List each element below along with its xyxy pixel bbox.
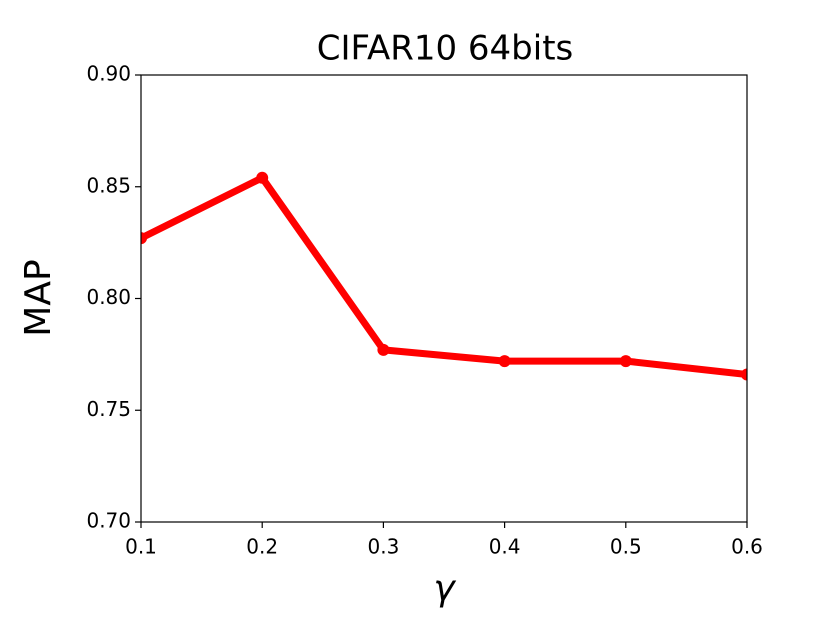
axes-frame [140, 74, 748, 523]
y-tick-label: 0.85 [86, 173, 131, 197]
x-tick-label: 0.5 [610, 535, 642, 559]
point [377, 343, 390, 356]
x-tick-label: 0.1 [125, 535, 157, 559]
point [498, 355, 511, 368]
chart-title: CIFAR10 64bits [317, 29, 574, 69]
x-tick-label: 0.4 [489, 535, 521, 559]
y-tick-label: 0.80 [86, 285, 131, 309]
y-tick-label: 0.75 [86, 397, 131, 421]
x-tick-label: 0.2 [246, 535, 278, 559]
line [141, 174, 747, 378]
x-tick-label: 0.3 [367, 535, 399, 559]
x-tick-label: 0.6 [731, 535, 763, 559]
point [619, 355, 632, 368]
plot-area [141, 171, 747, 381]
point [141, 232, 147, 245]
point [256, 171, 269, 184]
y-axis-label: MAP [18, 259, 59, 336]
x-axis-label: γ [433, 568, 456, 609]
point [741, 368, 747, 381]
y-tick-label: 0.70 [86, 509, 131, 533]
y-tick-label: 0.90 [86, 62, 131, 86]
